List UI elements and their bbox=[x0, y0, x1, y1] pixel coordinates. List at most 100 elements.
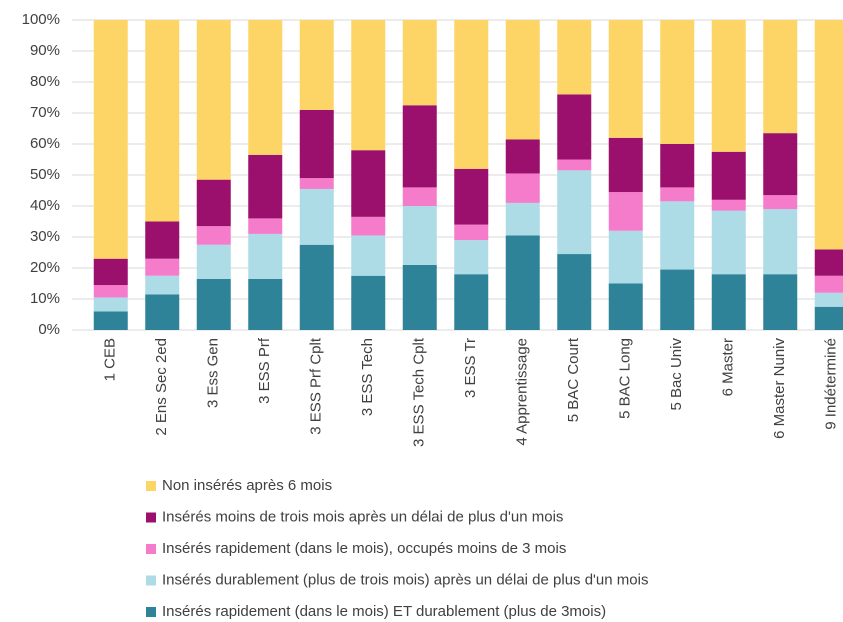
y-tick-label: 100% bbox=[22, 11, 60, 28]
y-tick-label: 0% bbox=[38, 321, 60, 338]
bar-segment bbox=[505, 139, 540, 174]
x-tick-label: 3 ESS Prf Cplt bbox=[308, 337, 325, 435]
bar-segment bbox=[145, 20, 180, 222]
bar-segment bbox=[763, 195, 798, 210]
bar-segment bbox=[248, 20, 283, 155]
bar-segment bbox=[402, 105, 437, 188]
x-tick-label: 3 Ess Gen bbox=[205, 338, 222, 408]
y-tick-label: 80% bbox=[30, 73, 60, 90]
bar-segment bbox=[505, 20, 540, 140]
bar-segment bbox=[814, 249, 843, 276]
bar-segment bbox=[608, 230, 643, 284]
bar-segment bbox=[608, 20, 643, 138]
bar-segment bbox=[608, 192, 643, 231]
x-tick-label: 3 ESS Prf bbox=[256, 337, 273, 404]
bar-segment bbox=[93, 20, 128, 259]
bar-segment bbox=[93, 285, 128, 298]
bar-segment bbox=[402, 187, 437, 206]
y-tick-label: 60% bbox=[30, 135, 60, 152]
bar-segment bbox=[608, 283, 643, 330]
bar-segment bbox=[454, 240, 489, 275]
bar-segment bbox=[145, 294, 180, 330]
bar-segment bbox=[505, 235, 540, 330]
bar-segment bbox=[660, 269, 695, 330]
legend-label: Insérés rapidement (dans le mois), occup… bbox=[162, 540, 566, 557]
legend-label: Insérés moins de trois mois après un dél… bbox=[162, 508, 563, 525]
bar-segment bbox=[814, 306, 843, 330]
bar-segment bbox=[145, 275, 180, 295]
x-tick-label: 5 BAC Long bbox=[617, 338, 634, 419]
legend-swatch bbox=[146, 512, 156, 523]
bar-segment bbox=[248, 278, 283, 330]
bar-segment bbox=[454, 20, 489, 169]
bar-segment bbox=[505, 173, 540, 203]
bar-segment bbox=[763, 20, 798, 134]
bar-segment bbox=[351, 20, 386, 151]
legend-swatch bbox=[146, 481, 156, 491]
bar-segment bbox=[454, 224, 489, 241]
bar-segment bbox=[299, 178, 334, 189]
bar-segment bbox=[145, 221, 180, 259]
bar-segment bbox=[196, 20, 231, 180]
bar-segment bbox=[196, 278, 231, 330]
bar-segment bbox=[196, 226, 231, 245]
bar-segment bbox=[299, 20, 334, 110]
legend-swatch bbox=[146, 607, 156, 617]
bar-segment bbox=[351, 216, 386, 236]
legend-swatch bbox=[146, 544, 156, 554]
bar-segment bbox=[454, 274, 489, 330]
x-tick-label: 3 ESS Tech bbox=[359, 338, 376, 416]
bar-segment bbox=[196, 244, 231, 279]
bar-segment bbox=[660, 144, 695, 188]
bar-segment bbox=[814, 20, 843, 250]
bar-segment bbox=[711, 274, 746, 330]
bar-segment bbox=[93, 311, 128, 330]
bar-segment bbox=[402, 206, 437, 265]
y-tick-label: 90% bbox=[30, 42, 60, 59]
bar-segment bbox=[711, 210, 746, 275]
bar-segment bbox=[557, 254, 592, 330]
bar-segment bbox=[608, 137, 643, 193]
bar-segment bbox=[557, 20, 592, 95]
x-tick-label: 5 BAC Court bbox=[565, 337, 582, 422]
bar-segment bbox=[763, 133, 798, 196]
bar-segment bbox=[814, 275, 843, 293]
x-tick-label: 3 ESS Tech Cplt bbox=[411, 337, 428, 447]
x-tick-label: 1 CEB bbox=[102, 338, 119, 381]
x-tick-label: 4 Apprentissage bbox=[514, 338, 531, 446]
bar-segment bbox=[814, 292, 843, 307]
x-tick-label: 3 ESS Tr bbox=[462, 338, 479, 398]
bar-segment bbox=[402, 264, 437, 330]
bar-segment bbox=[763, 274, 798, 330]
bar-segment bbox=[351, 150, 386, 217]
bar-segment bbox=[299, 188, 334, 245]
bar-segment bbox=[248, 154, 283, 219]
bar-segment bbox=[454, 168, 489, 225]
legend-label: Non insérés après 6 mois bbox=[162, 477, 332, 494]
bar-segment bbox=[351, 275, 386, 330]
bar-segment bbox=[299, 109, 334, 179]
legend-label: Insérés durablement (plus de trois mois)… bbox=[162, 571, 648, 588]
legend-label: Insérés rapidement (dans le mois) ET dur… bbox=[162, 603, 606, 620]
y-tick-label: 30% bbox=[30, 228, 60, 245]
bar-segment bbox=[660, 187, 695, 202]
x-tick-label: 9 Indéterminé bbox=[823, 338, 840, 430]
bar-segment bbox=[660, 201, 695, 270]
x-tick-label: 6 Master bbox=[720, 338, 737, 396]
bar-segment bbox=[248, 233, 283, 279]
bar-segment bbox=[557, 94, 592, 160]
bar-segment bbox=[248, 218, 283, 234]
bar-segment bbox=[145, 258, 180, 276]
x-tick-label: 5 Bac Univ bbox=[668, 338, 685, 411]
legend-swatch bbox=[146, 575, 156, 586]
bar-segment bbox=[711, 151, 746, 200]
x-tick-label: 6 Master Nuniv bbox=[771, 338, 788, 439]
bar-segment bbox=[351, 235, 386, 276]
y-tick-label: 50% bbox=[30, 166, 60, 183]
bar-segment bbox=[711, 20, 746, 152]
bar-segment bbox=[93, 258, 128, 286]
y-tick-label: 40% bbox=[30, 197, 60, 214]
bar-segment bbox=[196, 179, 231, 227]
y-tick-label: 70% bbox=[30, 104, 60, 121]
